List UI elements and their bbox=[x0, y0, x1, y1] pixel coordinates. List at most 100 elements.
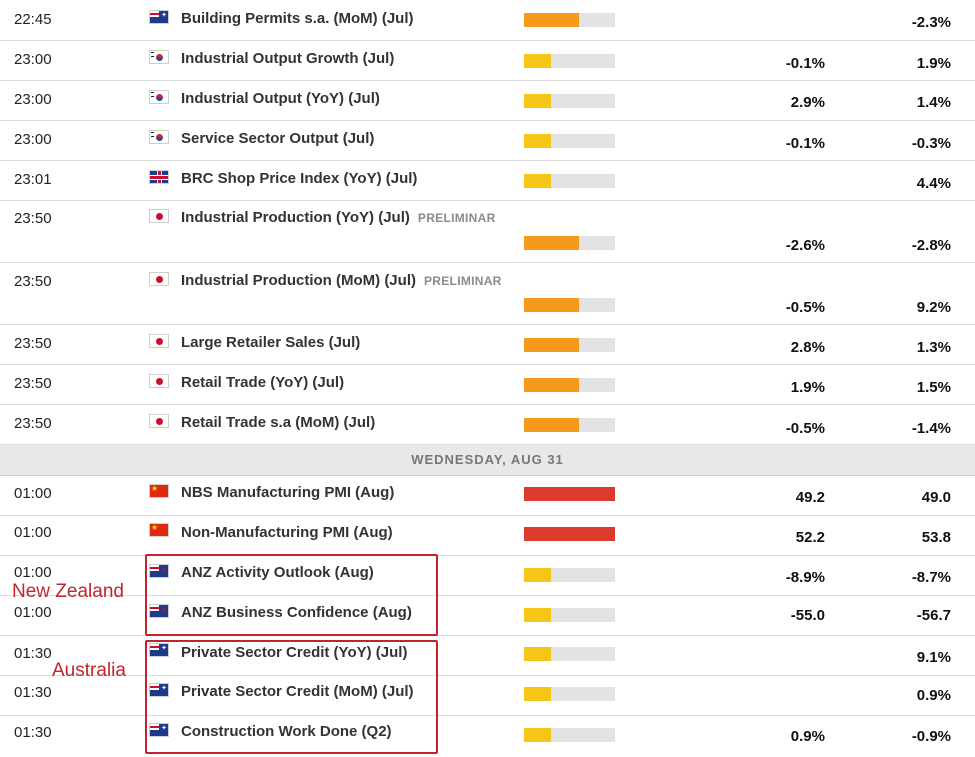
australia-annotation: Australia bbox=[52, 660, 126, 681]
previous-value: 49.0 bbox=[921, 489, 951, 506]
forecast-value: -8.9% bbox=[785, 569, 825, 586]
event-row[interactable]: 23:50 Large Retailer Sales (Jul) 2.8% 1.… bbox=[0, 325, 975, 365]
event-name[interactable]: Private Sector Credit (MoM) (Jul) bbox=[181, 683, 414, 700]
event-row[interactable]: 23:50 Retail Trade (YoY) (Jul) 1.9% 1.5% bbox=[0, 365, 975, 405]
au-flag-icon bbox=[149, 723, 169, 737]
previous-value: 1.5% bbox=[916, 379, 951, 396]
jp-flag-icon bbox=[149, 272, 169, 286]
impact-fill-high bbox=[524, 527, 615, 541]
impact-fill-low bbox=[524, 134, 552, 148]
event-name[interactable]: Service Sector Output (Jul) bbox=[181, 130, 375, 147]
event-time: 23:00 bbox=[14, 91, 52, 108]
forecast-value: 2.9% bbox=[790, 94, 825, 111]
forecast-value: 49.2 bbox=[795, 489, 825, 506]
impact-meter bbox=[524, 527, 615, 541]
kr-flag-icon bbox=[149, 130, 169, 144]
event-name[interactable]: Large Retailer Sales (Jul) bbox=[181, 334, 361, 351]
previous-value: 1.3% bbox=[916, 339, 951, 356]
impact-fill-low bbox=[524, 94, 552, 108]
jp-flag-icon bbox=[149, 209, 169, 223]
impact-meter bbox=[524, 54, 615, 68]
event-name[interactable]: Private Sector Credit (YoY) (Jul) bbox=[181, 644, 408, 661]
event-time: 23:50 bbox=[14, 335, 52, 352]
preliminary-tag: PRELIMINAR bbox=[417, 211, 496, 225]
event-name[interactable]: Building Permits s.a. (MoM) (Jul) bbox=[181, 10, 414, 27]
event-time: 23:50 bbox=[14, 415, 52, 432]
event-time: 23:50 bbox=[14, 273, 52, 290]
impact-fill-low bbox=[524, 54, 552, 68]
jp-flag-icon bbox=[149, 334, 169, 348]
impact-meter bbox=[524, 568, 615, 582]
event-row[interactable]: 01:00 ANZ Activity Outlook (Aug) -8.9% -… bbox=[0, 556, 975, 596]
forecast-value: -0.5% bbox=[785, 420, 825, 437]
previous-value: 0.9% bbox=[916, 687, 951, 704]
impact-meter bbox=[524, 647, 615, 661]
impact-meter bbox=[524, 134, 615, 148]
event-row[interactable]: 23:50 Industrial Production (MoM) (Jul) P… bbox=[0, 263, 975, 325]
event-name[interactable]: NBS Manufacturing PMI (Aug) bbox=[181, 484, 395, 501]
event-time: 01:00 bbox=[14, 485, 52, 502]
event-row[interactable]: 23:00 Service Sector Output (Jul) -0.1% … bbox=[0, 121, 975, 161]
impact-meter bbox=[524, 94, 615, 108]
event-row[interactable]: 01:30 Private Sector Credit (MoM) (Jul) … bbox=[0, 676, 975, 716]
event-row[interactable]: 01:00 ANZ Business Confidence (Aug) -55.… bbox=[0, 596, 975, 636]
event-row[interactable]: 23:50 Industrial Production (YoY) (Jul) P… bbox=[0, 201, 975, 263]
event-time: 23:00 bbox=[14, 51, 52, 68]
forecast-value: 1.9% bbox=[790, 379, 825, 396]
impact-meter bbox=[524, 608, 615, 622]
event-row[interactable]: 23:00 Industrial Output Growth (Jul) -0.… bbox=[0, 41, 975, 81]
event-name[interactable]: Construction Work Done (Q2) bbox=[181, 723, 392, 740]
event-time: 01:00 bbox=[14, 524, 52, 541]
event-name[interactable]: Industrial Production (YoY) (Jul) bbox=[181, 209, 410, 226]
forecast-value: 0.9% bbox=[790, 728, 825, 745]
event-row[interactable]: 23:00 Industrial Output (YoY) (Jul) 2.9%… bbox=[0, 81, 975, 121]
event-row[interactable]: 01:00 Non-Manufacturing PMI (Aug) 52.2 5… bbox=[0, 516, 975, 556]
impact-fill-low bbox=[524, 728, 552, 742]
previous-value: -0.3% bbox=[911, 135, 951, 152]
nz-flag-icon bbox=[149, 564, 169, 578]
new-zealand-annotation: New Zealand bbox=[12, 581, 124, 602]
event-row[interactable]: 01:00 NBS Manufacturing PMI (Aug) 49.2 4… bbox=[0, 476, 975, 516]
impact-meter bbox=[524, 378, 615, 392]
impact-meter bbox=[524, 338, 615, 352]
event-time: 01:30 bbox=[14, 645, 52, 662]
previous-value: -0.9% bbox=[911, 728, 951, 745]
au-flag-icon bbox=[149, 643, 169, 657]
impact-fill-low bbox=[524, 174, 552, 188]
australia-highlight-box bbox=[145, 640, 438, 754]
impact-fill-low bbox=[524, 608, 552, 622]
event-time: 23:00 bbox=[14, 131, 52, 148]
previous-value: -1.4% bbox=[911, 420, 951, 437]
event-row[interactable]: 23:50 Retail Trade s.a (MoM) (Jul) -0.5%… bbox=[0, 405, 975, 445]
event-time: 01:00 bbox=[14, 604, 52, 621]
event-name[interactable]: Retail Trade s.a (MoM) (Jul) bbox=[181, 414, 376, 431]
impact-fill-medium bbox=[524, 298, 579, 312]
previous-value: 1.4% bbox=[916, 94, 951, 111]
event-name[interactable]: ANZ Business Confidence (Aug) bbox=[181, 604, 412, 621]
event-name[interactable]: BRC Shop Price Index (YoY) (Jul) bbox=[181, 170, 418, 187]
previous-value: -8.7% bbox=[911, 569, 951, 586]
event-row[interactable]: 23:01 BRC Shop Price Index (YoY) (Jul) 4… bbox=[0, 161, 975, 201]
forecast-value: -0.1% bbox=[785, 135, 825, 152]
event-row[interactable]: 22:45 Building Permits s.a. (MoM) (Jul) … bbox=[0, 0, 975, 41]
event-name[interactable]: ANZ Activity Outlook (Aug) bbox=[181, 564, 374, 581]
forecast-value: 52.2 bbox=[795, 529, 825, 546]
event-row[interactable]: 01:30 Private Sector Credit (YoY) (Jul) … bbox=[0, 636, 975, 676]
event-name[interactable]: Industrial Output Growth (Jul) bbox=[181, 50, 395, 67]
au-flag-icon bbox=[149, 10, 169, 24]
event-name[interactable]: Non-Manufacturing PMI (Aug) bbox=[181, 524, 393, 541]
impact-fill-medium bbox=[524, 378, 579, 392]
event-name[interactable]: Industrial Output (YoY) (Jul) bbox=[181, 90, 380, 107]
previous-value: 9.2% bbox=[916, 299, 951, 316]
impact-fill-medium bbox=[524, 418, 579, 432]
forecast-value: -2.6% bbox=[785, 237, 825, 254]
impact-meter bbox=[524, 687, 615, 701]
forecast-value: -0.1% bbox=[785, 55, 825, 72]
event-name[interactable]: Industrial Production (MoM) (Jul) bbox=[181, 272, 416, 289]
impact-fill-medium bbox=[524, 13, 579, 27]
kr-flag-icon bbox=[149, 90, 169, 104]
event-time: 01:00 bbox=[14, 564, 52, 581]
event-row[interactable]: 01:30 Construction Work Done (Q2) 0.9% -… bbox=[0, 716, 975, 757]
event-name[interactable]: Retail Trade (YoY) (Jul) bbox=[181, 374, 345, 391]
